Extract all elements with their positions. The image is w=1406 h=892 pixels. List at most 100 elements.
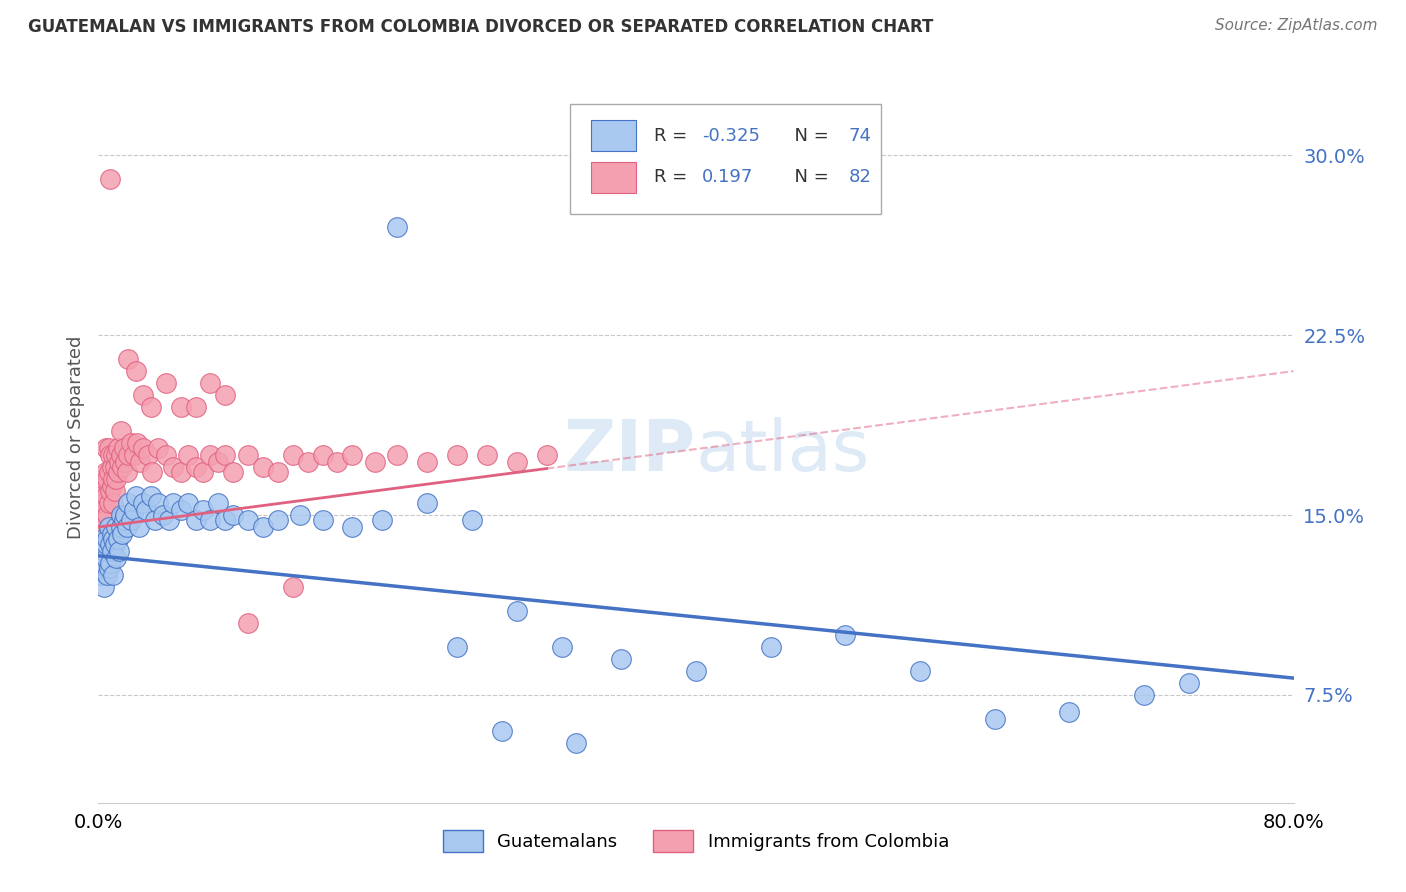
Point <box>132 496 155 510</box>
Point <box>105 448 128 462</box>
Point <box>94 489 117 503</box>
Point <box>207 496 229 510</box>
Point <box>148 496 170 510</box>
Point <box>105 551 128 566</box>
Point <box>96 472 118 486</box>
Point <box>236 513 259 527</box>
Point <box>93 520 115 534</box>
Point <box>97 465 120 479</box>
Point <box>107 441 129 455</box>
Point <box>112 441 135 455</box>
Point <box>169 503 191 517</box>
Point <box>162 460 184 475</box>
Point <box>97 520 120 534</box>
Point <box>311 448 333 462</box>
Point <box>96 508 118 522</box>
Point <box>128 520 150 534</box>
Point <box>152 508 174 522</box>
Point <box>101 460 124 475</box>
Point <box>110 520 132 534</box>
Point <box>110 508 132 522</box>
Point <box>108 455 131 469</box>
Point <box>610 652 633 666</box>
Point <box>1059 705 1081 719</box>
Point <box>135 503 157 517</box>
Point <box>98 172 122 186</box>
Point <box>908 664 931 678</box>
Point <box>506 455 529 469</box>
Text: atlas: atlas <box>696 417 870 486</box>
Point <box>125 489 148 503</box>
Point <box>191 465 214 479</box>
Text: 74: 74 <box>849 127 872 145</box>
Point <box>103 568 125 582</box>
Point <box>117 448 139 462</box>
Bar <box>591 120 637 151</box>
Point <box>311 513 333 527</box>
Point <box>93 472 115 486</box>
Point <box>252 460 274 475</box>
Point <box>236 448 259 462</box>
Point <box>169 465 191 479</box>
Point <box>207 455 229 469</box>
Point <box>90 520 112 534</box>
Point <box>101 479 124 493</box>
Point <box>385 220 409 235</box>
Point <box>94 561 117 575</box>
Point <box>141 465 163 479</box>
Point <box>104 537 127 551</box>
Point <box>93 496 115 510</box>
Point <box>96 568 118 582</box>
Point <box>94 441 117 455</box>
Point <box>184 400 207 414</box>
Point <box>120 436 142 450</box>
Point <box>155 448 177 462</box>
Point <box>446 640 468 654</box>
Point <box>491 723 513 738</box>
Text: N =: N = <box>783 127 835 145</box>
Point <box>91 483 114 498</box>
Point <box>111 527 134 541</box>
Point <box>91 532 114 546</box>
Text: 82: 82 <box>849 169 872 186</box>
Point <box>177 496 200 510</box>
Point <box>124 503 146 517</box>
Point <box>155 376 177 391</box>
Point <box>169 400 191 414</box>
Point <box>101 527 124 541</box>
Text: 0.197: 0.197 <box>702 169 754 186</box>
Point <box>101 544 124 558</box>
Point <box>288 508 311 522</box>
Point <box>103 532 125 546</box>
Point <box>132 441 155 455</box>
Point <box>104 483 127 498</box>
Point <box>120 513 142 527</box>
Point <box>97 441 120 455</box>
Point <box>834 628 856 642</box>
Point <box>267 513 290 527</box>
Point <box>461 513 484 527</box>
Point <box>136 448 159 462</box>
Point <box>94 537 117 551</box>
Point <box>90 496 112 510</box>
Point <box>184 513 207 527</box>
Point <box>148 441 170 455</box>
Point <box>117 352 139 367</box>
Point <box>96 532 118 546</box>
Point <box>93 544 115 558</box>
Point <box>759 640 782 654</box>
Point <box>111 460 134 475</box>
Text: R =: R = <box>654 169 699 186</box>
Point <box>98 537 122 551</box>
Point <box>139 400 162 414</box>
Point <box>252 520 274 534</box>
Point <box>125 364 148 378</box>
Point <box>297 455 319 469</box>
Point <box>132 388 155 402</box>
Point <box>385 448 409 462</box>
Text: R =: R = <box>654 127 693 145</box>
Point <box>124 448 146 462</box>
Text: GUATEMALAN VS IMMIGRANTS FROM COLOMBIA DIVORCED OR SEPARATED CORRELATION CHART: GUATEMALAN VS IMMIGRANTS FROM COLOMBIA D… <box>28 18 934 36</box>
Point <box>94 551 117 566</box>
Point <box>114 455 136 469</box>
